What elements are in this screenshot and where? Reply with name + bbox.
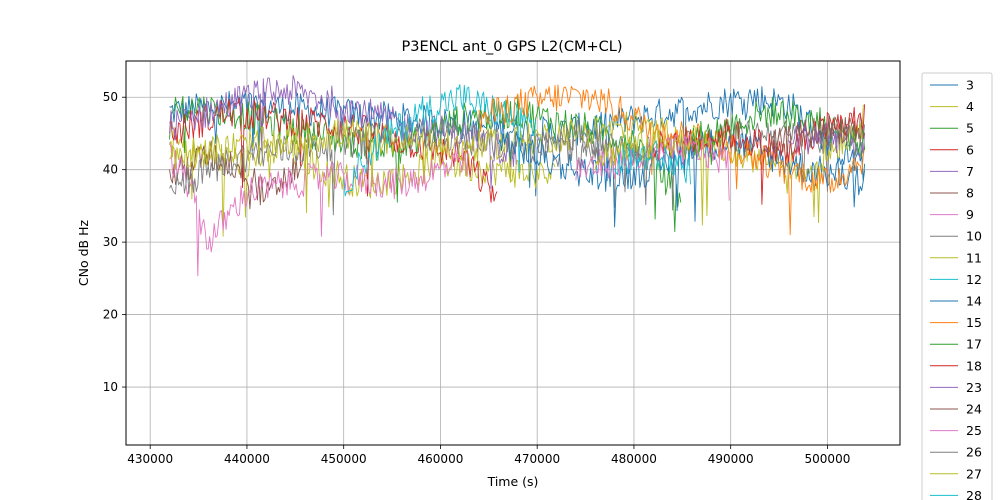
series-line-17 bbox=[691, 96, 866, 166]
legend-label-5: 5 bbox=[966, 121, 974, 136]
x-tick-label: 440000 bbox=[224, 452, 270, 466]
legend-label-8: 8 bbox=[966, 186, 974, 201]
chart-title: P3ENCL ant_0 GPS L2(CM+CL) bbox=[401, 39, 622, 55]
legend-label-3: 3 bbox=[966, 78, 974, 93]
x-axis-label: Time (s) bbox=[487, 474, 539, 489]
grid bbox=[126, 61, 900, 445]
x-tick-label: 460000 bbox=[418, 452, 464, 466]
x-axis: 430000 440000 450000 460000 470000 480000 4900… bbox=[127, 445, 850, 466]
legend-label-9: 9 bbox=[966, 207, 974, 222]
series-line-15 bbox=[478, 84, 866, 236]
series-line-28 bbox=[614, 140, 691, 185]
legend-label-4: 4 bbox=[966, 99, 974, 114]
series-line-6 bbox=[169, 96, 498, 203]
legend-label-28: 28 bbox=[966, 488, 982, 500]
x-tick-label: 500000 bbox=[805, 452, 851, 466]
legend-label-27: 27 bbox=[966, 466, 982, 481]
series-line-7 bbox=[169, 75, 517, 189]
plot-area bbox=[169, 75, 866, 277]
x-tick-label: 490000 bbox=[708, 452, 754, 466]
legend-label-11: 11 bbox=[966, 250, 982, 265]
y-tick-label: 40 bbox=[103, 163, 118, 177]
legend-label-14: 14 bbox=[966, 294, 982, 309]
legend-label-26: 26 bbox=[966, 445, 982, 460]
x-tick-label: 450000 bbox=[321, 452, 367, 466]
legend-label-23: 23 bbox=[966, 380, 982, 395]
legend-label-24: 24 bbox=[966, 402, 982, 417]
series-line-12 bbox=[343, 84, 537, 197]
x-tick-label: 480000 bbox=[611, 452, 657, 466]
legend-label-18: 18 bbox=[966, 358, 982, 373]
series-line-9 bbox=[169, 142, 469, 277]
y-tick-label: 30 bbox=[103, 235, 118, 249]
plot-frame bbox=[125, 60, 901, 446]
series-group bbox=[169, 75, 866, 277]
y-axis: 10 20 30 40 50 bbox=[103, 90, 126, 394]
y-tick-label: 50 bbox=[103, 90, 118, 104]
y-tick-label: 10 bbox=[103, 380, 118, 394]
legend-label-7: 7 bbox=[966, 164, 974, 179]
legend-label-25: 25 bbox=[966, 423, 982, 438]
series-line-24 bbox=[768, 114, 866, 158]
legend: 3 4 5 6 7 8 9 10 11 12 14 15 17 18 23 24 25 26 27 28 bbox=[921, 72, 993, 500]
legend-label-15: 15 bbox=[966, 315, 982, 330]
legend-label-12: 12 bbox=[966, 272, 982, 287]
legend-label-6: 6 bbox=[966, 142, 974, 157]
legend-label-10: 10 bbox=[966, 229, 982, 244]
y-axis-label: CNo dB Hz bbox=[76, 219, 91, 286]
series-line-27 bbox=[594, 128, 711, 226]
x-tick-label: 430000 bbox=[127, 452, 173, 466]
y-tick-label: 20 bbox=[103, 308, 118, 322]
legend-box bbox=[921, 72, 993, 500]
x-tick-label: 470000 bbox=[514, 452, 560, 466]
legend-label-17: 17 bbox=[966, 337, 982, 352]
